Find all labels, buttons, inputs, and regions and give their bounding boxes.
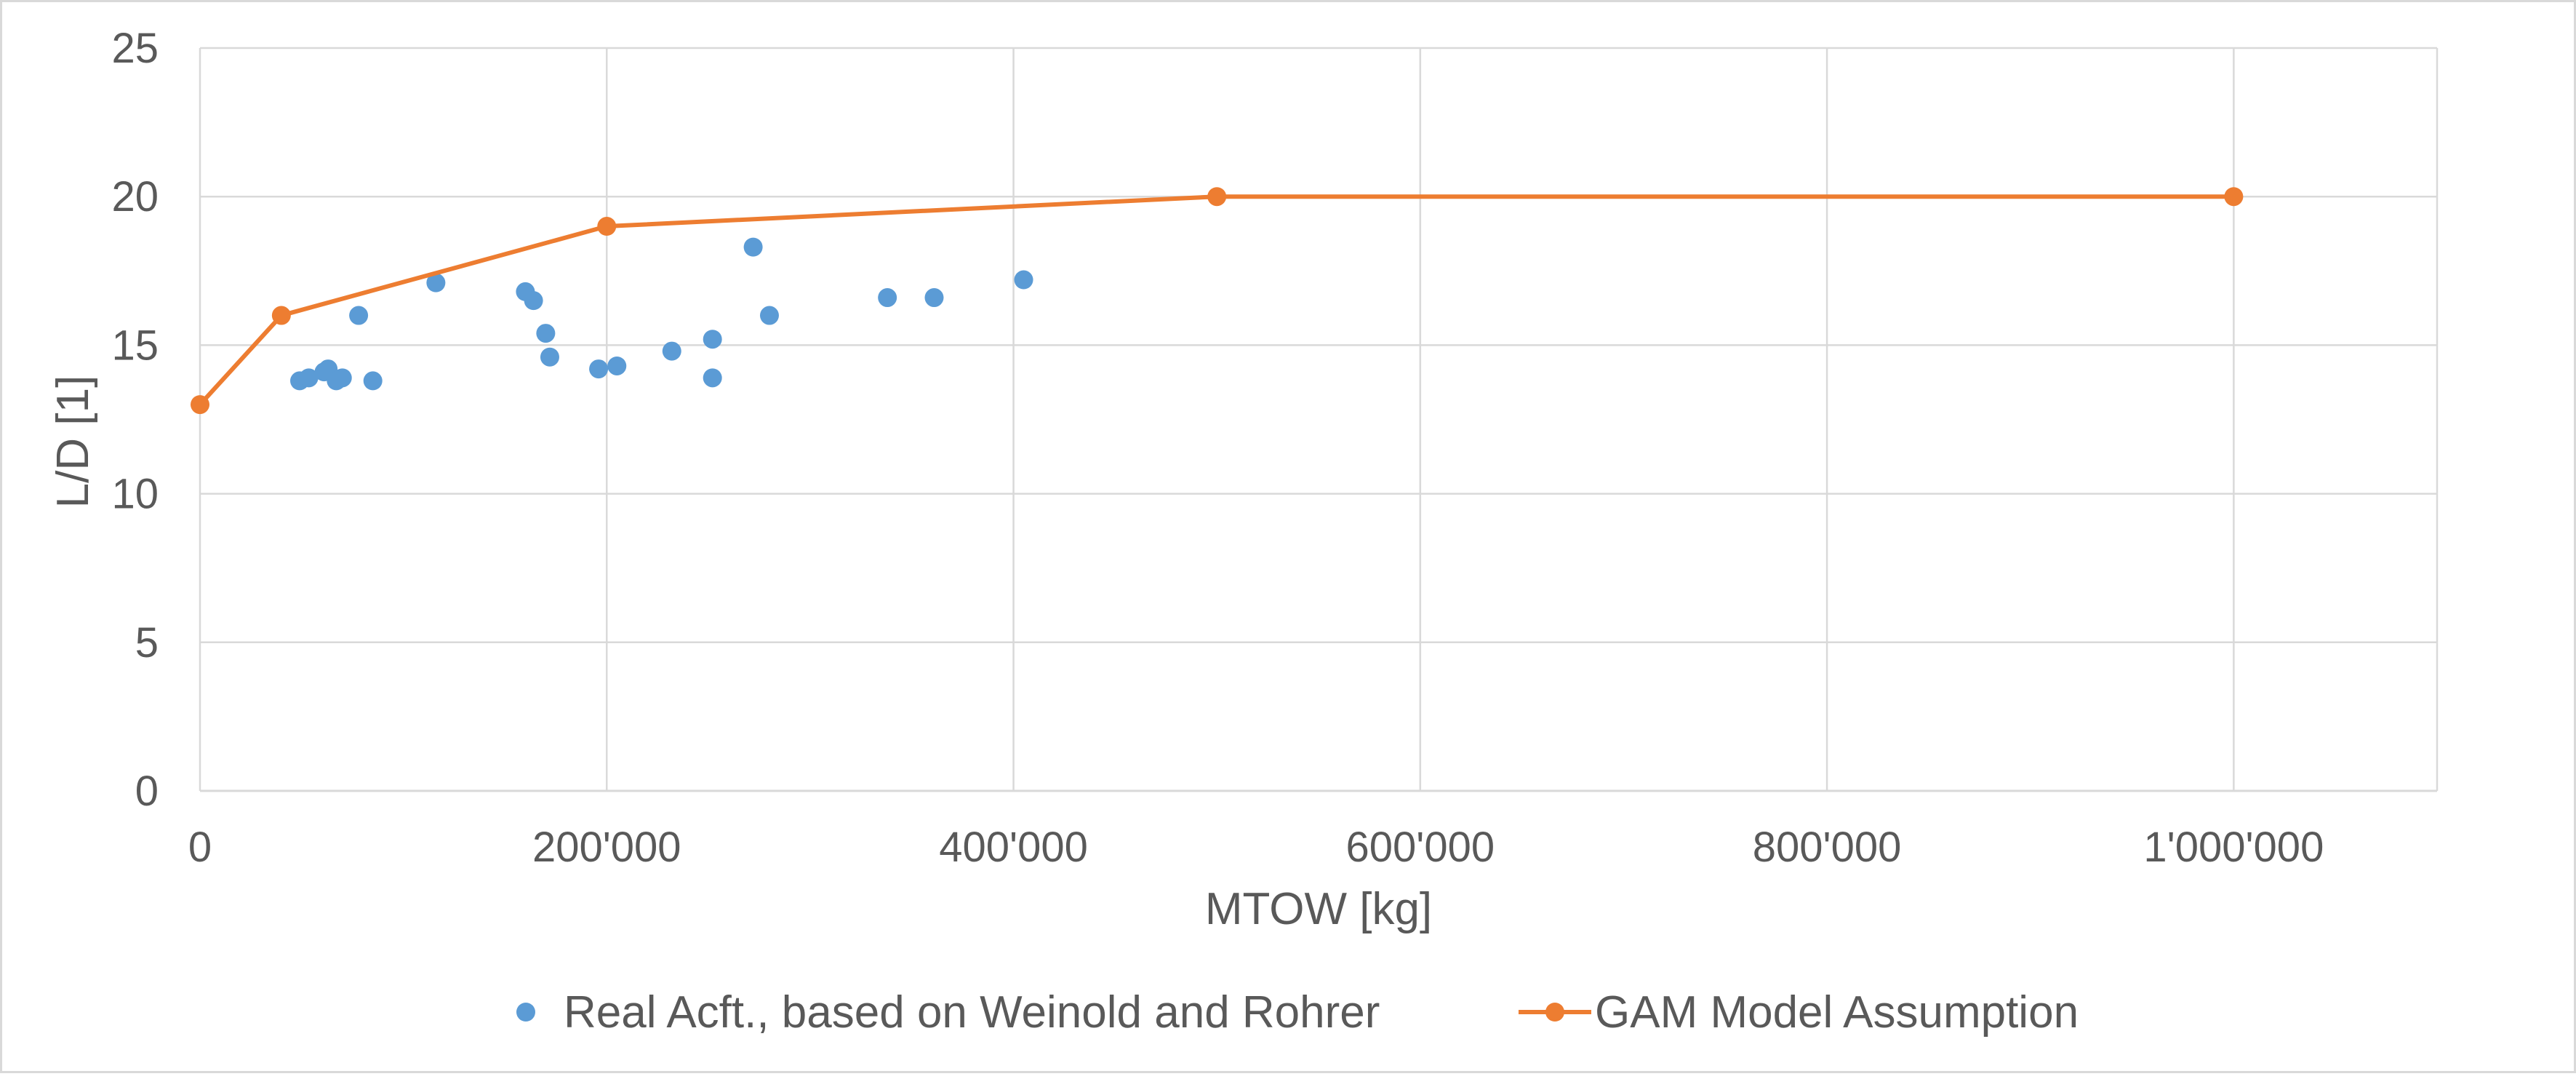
x-tick-label-1-000-000: 1'000'000 (2143, 824, 2324, 871)
gam-model-point-1 (271, 306, 291, 325)
x-tick-label-0: 0 (188, 824, 212, 871)
real-acft-point-16 (703, 330, 722, 349)
real-acft-point-12 (540, 347, 559, 367)
legend-item-gam-model: GAM Model Assumption (1519, 987, 2079, 1038)
real-acft-point-20 (878, 288, 897, 308)
real-acft-point-8 (426, 273, 446, 292)
real-acft-point-19 (759, 306, 779, 325)
real-acft-point-6 (349, 306, 369, 325)
real-acft-point-22 (1014, 270, 1033, 290)
y-tick-label-20: 20 (111, 173, 159, 220)
series-real-acft-based-on-weinold-and-rohrer (290, 237, 1033, 391)
x-tick-labels: 0 200'000 400'000 600'000 800'000 1'000'000 (188, 824, 2324, 871)
real-acft-point-17 (703, 368, 722, 388)
series-gam-model-assumption (191, 187, 2244, 415)
gam-model-point-3 (1207, 187, 1227, 207)
x-tick-label-200-000: 200'000 (532, 824, 681, 871)
y-tick-label-15: 15 (111, 322, 159, 369)
legend: Real Acft., based on Weinold and Rohrer … (516, 987, 2079, 1038)
real-acft-point-13 (589, 359, 609, 379)
real-acft-point-15 (662, 341, 681, 361)
real-acft-point-18 (743, 237, 763, 257)
real-acft-point-14 (607, 356, 627, 375)
legend-item-real-acft: Real Acft., based on Weinold and Rohrer (516, 987, 1380, 1038)
legend-marker-gam-model (1545, 1003, 1564, 1022)
legend-label-gam-model: GAM Model Assumption (1595, 987, 2079, 1038)
y-tick-label-10: 10 (111, 471, 159, 518)
gam-model-point-0 (191, 395, 209, 415)
real-acft-point-7 (363, 371, 383, 391)
plot-series (191, 187, 2244, 415)
real-acft-point-21 (924, 288, 944, 308)
y-tick-label-25: 25 (111, 25, 159, 72)
gridlines (199, 47, 2439, 791)
x-tick-label-600-000: 600'000 (1346, 824, 1495, 871)
legend-marker-real-acft (516, 1003, 535, 1022)
y-tick-labels: 0 5 10 15 20 25 (111, 25, 159, 815)
real-acft-point-5 (332, 368, 352, 388)
legend-label-real-acft: Real Acft., based on Weinold and Rohrer (564, 987, 1380, 1038)
y-axis-title: L/D [1] (48, 375, 98, 509)
x-tick-label-400-000: 400'000 (939, 824, 1088, 871)
x-axis-title: MTOW [kg] (1205, 884, 1432, 934)
gam-model-point-4 (2224, 187, 2244, 207)
y-tick-label-0: 0 (135, 768, 159, 815)
x-tick-label-800-000: 800'000 (1753, 824, 1902, 871)
y-tick-label-5: 5 (135, 619, 159, 666)
real-acft-point-10 (524, 291, 543, 311)
gam-model-point-2 (597, 217, 617, 236)
real-acft-point-11 (536, 324, 556, 343)
real-acft-point-1 (299, 368, 319, 388)
gam-model-line (198, 194, 2234, 407)
